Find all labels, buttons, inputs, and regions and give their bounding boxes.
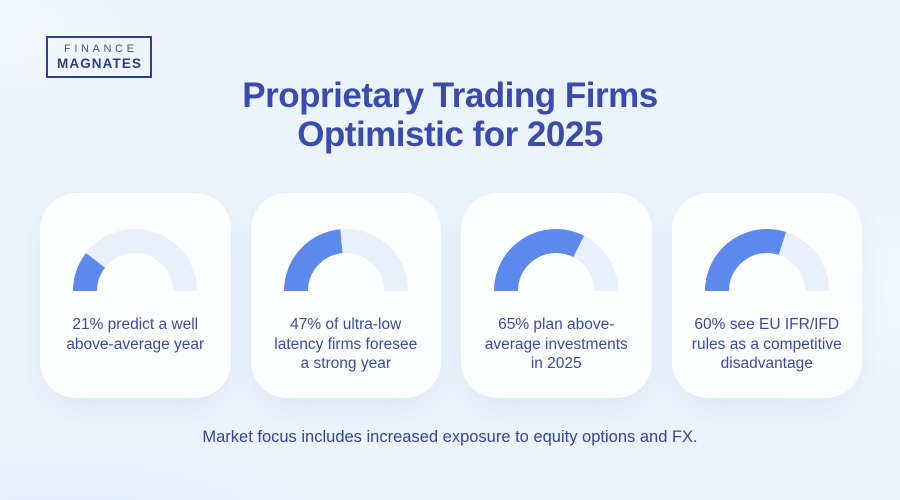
footer-caption: Market focus includes increased exposure… (202, 428, 698, 446)
stat-card-label: 65% plan above- average investments in 2… (484, 316, 628, 372)
page-title-line-2: Optimistic for 2025 (297, 115, 603, 154)
gauge-chart-60pct (704, 229, 829, 292)
stat-card-label: 47% of ultra-low latency firms foresee a… (274, 316, 418, 372)
gauge-chart-47pct (283, 229, 408, 292)
stat-card-predict-above-average: 21% predict a well above-average year (40, 193, 231, 398)
stat-card-label: 21% predict a well above-average year (66, 316, 205, 353)
stat-cards-row: 21% predict a well above-average year 47… (40, 193, 862, 398)
stat-card-ultra-low-latency: 47% of ultra-low latency firms foresee a… (250, 193, 441, 398)
stat-card-above-average-investments: 65% plan above- average investments in 2… (461, 193, 652, 398)
gauge-chart-21pct (73, 229, 198, 292)
stat-card-eu-ifr-ifd-rules: 60% see EU IFR/IFD rules as a competitiv… (671, 193, 862, 398)
logo-finance-text: FINANCE (64, 43, 138, 55)
gauge-chart-65pct (494, 229, 619, 292)
page-title-line-1: Proprietary Trading Firms (242, 76, 658, 115)
page-title: Proprietary Trading Firms Optimistic for… (0, 76, 900, 154)
logo-magnates-text: MAGNATES (57, 55, 143, 71)
finance-magnates-logo: FINANCE MAGNATES (46, 36, 152, 79)
stat-card-label: 60% see EU IFR/IFD rules as a competitiv… (691, 316, 842, 372)
